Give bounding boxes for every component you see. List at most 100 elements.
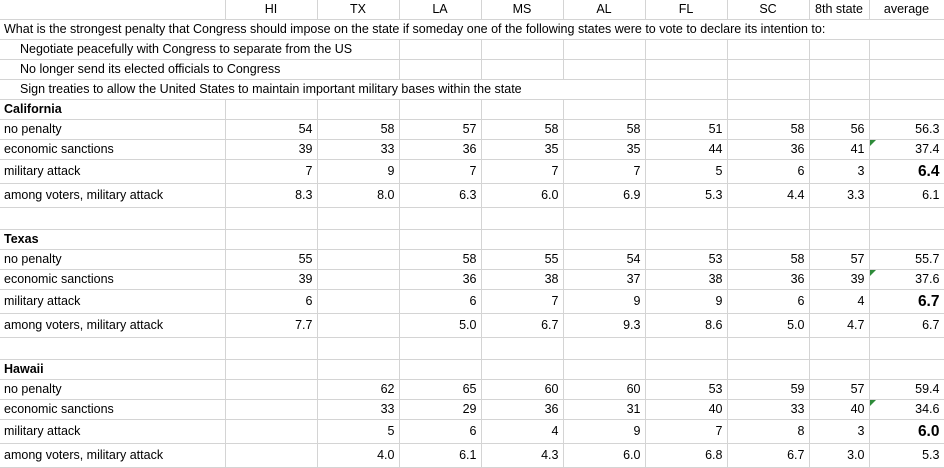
value-cell[interactable]: 36: [727, 139, 810, 160]
value-cell[interactable]: 58: [563, 119, 646, 140]
value-cell[interactable]: 53: [645, 379, 728, 400]
value-cell[interactable]: 57: [809, 379, 870, 400]
value-cell[interactable]: 6.8: [645, 443, 728, 468]
col-header[interactable]: 8th state: [809, 0, 870, 20]
value-cell[interactable]: 6: [399, 419, 482, 444]
value-cell[interactable]: [225, 443, 318, 468]
empty-cell[interactable]: [809, 229, 870, 250]
empty-cell[interactable]: [869, 207, 944, 230]
empty-cell[interactable]: [563, 99, 646, 120]
value-cell[interactable]: [317, 313, 400, 338]
value-cell[interactable]: 60: [481, 379, 564, 400]
value-cell[interactable]: [317, 249, 400, 270]
value-cell[interactable]: 6.1: [399, 443, 482, 468]
value-cell[interactable]: 54: [563, 249, 646, 270]
average-cell[interactable]: 6.7: [869, 313, 944, 338]
col-header[interactable]: LA: [399, 0, 482, 20]
value-cell[interactable]: 7: [399, 159, 482, 184]
value-cell[interactable]: 7: [481, 289, 564, 314]
col-header[interactable]: HI: [225, 0, 318, 20]
value-cell[interactable]: 8.6: [645, 313, 728, 338]
value-cell[interactable]: 36: [399, 139, 482, 160]
row-label[interactable]: among voters, military attack: [0, 443, 226, 468]
empty-cell[interactable]: [869, 99, 944, 120]
value-cell[interactable]: 9: [563, 289, 646, 314]
empty-cell[interactable]: [869, 359, 944, 380]
value-cell[interactable]: 6.7: [727, 443, 810, 468]
value-cell[interactable]: 6.0: [481, 183, 564, 208]
value-cell[interactable]: 58: [481, 119, 564, 140]
col-header[interactable]: FL: [645, 0, 728, 20]
value-cell[interactable]: [317, 269, 400, 290]
value-cell[interactable]: 8.0: [317, 183, 400, 208]
value-cell[interactable]: 36: [727, 269, 810, 290]
empty-cell[interactable]: [563, 207, 646, 230]
col-header[interactable]: average: [869, 0, 944, 20]
value-cell[interactable]: 51: [645, 119, 728, 140]
empty-cell[interactable]: [317, 229, 400, 250]
row-label[interactable]: military attack: [0, 419, 226, 444]
value-cell[interactable]: 6: [727, 159, 810, 184]
value-cell[interactable]: 7: [645, 419, 728, 444]
value-cell[interactable]: 36: [481, 399, 564, 420]
empty-cell[interactable]: [809, 207, 870, 230]
value-cell[interactable]: 41: [809, 139, 870, 160]
empty-cell[interactable]: [225, 207, 318, 230]
empty-cell[interactable]: [809, 99, 870, 120]
average-cell[interactable]: 37.4: [869, 139, 944, 160]
empty-cell[interactable]: [481, 207, 564, 230]
value-cell[interactable]: 7: [563, 159, 646, 184]
option-cell[interactable]: Sign treaties to allow the United States…: [0, 79, 646, 100]
empty-cell[interactable]: [645, 337, 728, 360]
row-label[interactable]: no penalty: [0, 119, 226, 140]
empty-cell[interactable]: [399, 229, 482, 250]
value-cell[interactable]: [225, 379, 318, 400]
value-cell[interactable]: 3.0: [809, 443, 870, 468]
value-cell[interactable]: 54: [225, 119, 318, 140]
value-cell[interactable]: 6.3: [399, 183, 482, 208]
average-cell[interactable]: 37.6: [869, 269, 944, 290]
value-cell[interactable]: 57: [809, 249, 870, 270]
row-label[interactable]: military attack: [0, 159, 226, 184]
value-cell[interactable]: 5.0: [399, 313, 482, 338]
empty-cell[interactable]: [645, 359, 728, 380]
average-cell[interactable]: 34.6: [869, 399, 944, 420]
value-cell[interactable]: 4.3: [481, 443, 564, 468]
value-cell[interactable]: 6.9: [563, 183, 646, 208]
average-cell[interactable]: 6.4: [869, 159, 944, 184]
empty-cell[interactable]: [727, 207, 810, 230]
empty-cell[interactable]: [563, 359, 646, 380]
empty-cell[interactable]: [727, 99, 810, 120]
value-cell[interactable]: 58: [317, 119, 400, 140]
value-cell[interactable]: 65: [399, 379, 482, 400]
row-label[interactable]: among voters, military attack: [0, 313, 226, 338]
empty-cell[interactable]: [399, 337, 482, 360]
value-cell[interactable]: 58: [399, 249, 482, 270]
average-cell[interactable]: 5.3: [869, 443, 944, 468]
empty-cell[interactable]: [645, 229, 728, 250]
value-cell[interactable]: 58: [727, 249, 810, 270]
empty-cell[interactable]: [563, 337, 646, 360]
col-header[interactable]: MS: [481, 0, 564, 20]
value-cell[interactable]: 33: [317, 139, 400, 160]
value-cell[interactable]: 29: [399, 399, 482, 420]
value-cell[interactable]: 58: [727, 119, 810, 140]
empty-cell[interactable]: [0, 337, 226, 360]
value-cell[interactable]: 40: [645, 399, 728, 420]
value-cell[interactable]: 8.3: [225, 183, 318, 208]
empty-cell[interactable]: [869, 337, 944, 360]
empty-cell[interactable]: [0, 207, 226, 230]
value-cell[interactable]: 4.0: [317, 443, 400, 468]
col-header[interactable]: AL: [563, 0, 646, 20]
empty-cell[interactable]: [481, 229, 564, 250]
empty-cell[interactable]: [225, 337, 318, 360]
row-label[interactable]: economic sanctions: [0, 269, 226, 290]
value-cell[interactable]: 55: [225, 249, 318, 270]
row-label[interactable]: military attack: [0, 289, 226, 314]
value-cell[interactable]: 5: [317, 419, 400, 444]
value-cell[interactable]: 8: [727, 419, 810, 444]
value-cell[interactable]: 36: [399, 269, 482, 290]
value-cell[interactable]: 39: [809, 269, 870, 290]
row-label[interactable]: no penalty: [0, 249, 226, 270]
value-cell[interactable]: 5.0: [727, 313, 810, 338]
